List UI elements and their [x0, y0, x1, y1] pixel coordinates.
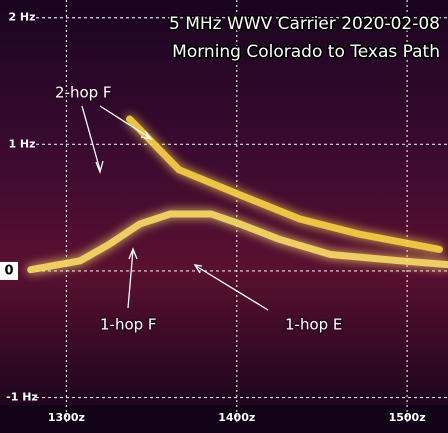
x-tick-label: 1400z	[218, 411, 255, 424]
annotation-label: 1-hop E	[285, 316, 342, 334]
y-tick-label: -1 Hz	[6, 391, 38, 404]
annotation-label: 2-hop F	[55, 84, 112, 102]
x-tick-label: 1300z	[48, 411, 85, 424]
annotation-label: 1-hop F	[100, 316, 157, 334]
chart-subtitle: Morning Colorado to Texas Path	[172, 42, 440, 62]
zero-label-box	[0, 261, 18, 280]
trace-line	[27, 210, 448, 274]
y-tick-label: 2 Hz	[8, 11, 35, 24]
trace-line	[126, 115, 443, 253]
chart-title: 5 MHz WWV Carrier 2020-02-08	[169, 14, 440, 34]
y-tick-label: 1 Hz	[8, 137, 35, 150]
x-axis-band	[0, 405, 448, 433]
annotation-arrows	[81, 105, 269, 311]
y-tick-label: 0	[4, 263, 13, 278]
x-tick-label: 1500z	[389, 411, 426, 424]
